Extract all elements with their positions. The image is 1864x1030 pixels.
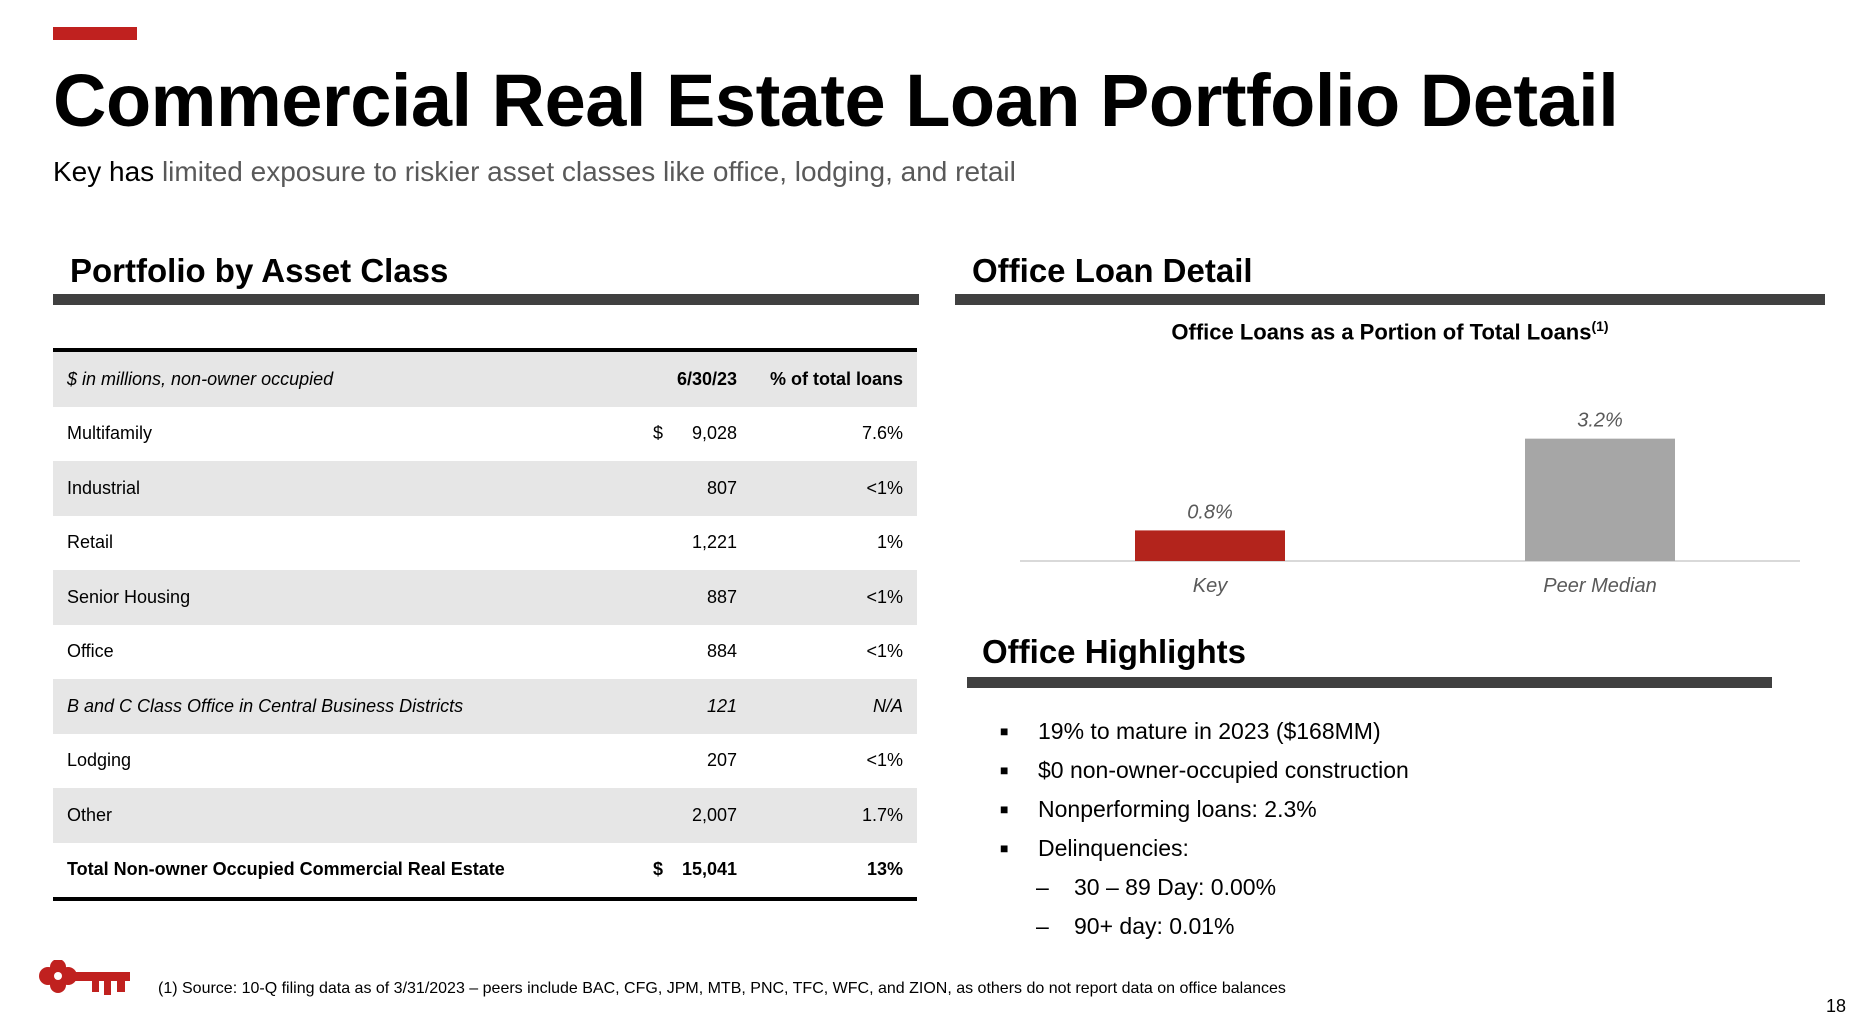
portfolio-heading-rule [53,294,919,305]
highlights-heading: Office Highlights [982,633,1246,670]
highlights-list: ■ 19% to mature in 2023 ($168MM) ■ $0 non-o… [1000,712,1409,946]
cell-pct: 1% [876,532,903,553]
cell-dollar [629,461,663,516]
cell-dollar [629,734,663,789]
cell-dollar [629,570,663,625]
cell-label: Office [67,641,114,662]
table-row: B and C Class Office in Central Business… [53,679,917,734]
highlight-text: $0 non-owner-occupied construction [1038,757,1409,783]
cell-value: 207 [706,750,737,771]
highlight-text: 19% to mature in 2023 ($168MM) [1038,718,1381,744]
cell-pct: <1% [751,461,917,516]
table-row: Retail 1,221 1% [53,516,917,571]
dash-bullet-icon: – [1036,913,1049,939]
cell-dollar [629,516,663,571]
highlight-item: ■ Delinquencies: [1000,829,1409,868]
cell-pct: 13% [866,859,903,880]
cell-label: Industrial [53,461,629,516]
highlight-item: –30 – 89 Day: 0.00% [1000,868,1409,907]
cell-value: 884 [706,641,737,662]
cell-pct: 7.6% [861,423,903,444]
cell-dollar [629,679,663,734]
accent-bar [53,27,137,40]
footnote: (1) Source: 10-Q filing data as of 3/31/… [158,980,1286,997]
category-label: Key [1193,575,1228,597]
subtitle-lead: Key has [53,156,155,187]
data-label: 3.2% [1577,410,1623,432]
square-bullet-icon: ■ [1000,723,1009,739]
data-label: 0.8% [1187,501,1233,523]
cell-value: 1,221 [691,532,737,553]
cell-value: 2,007 [663,788,751,843]
cell-label: Senior Housing [53,570,629,625]
key-logo-icon [39,960,130,995]
dash-bullet-icon: – [1036,874,1049,900]
portfolio-table: $ in millions, non-owner occupied 6/30/2… [53,348,917,901]
highlight-text: 90+ day: 0.01% [1074,913,1235,939]
square-bullet-icon: ■ [1000,840,1009,856]
bar-0 [1135,530,1285,561]
highlight-text: Delinquencies: [1038,835,1189,861]
table-row: Other 2,007 1.7% [53,788,917,843]
table-row: Total Non-owner Occupied Commercial Real… [53,843,917,900]
cell-pct: N/A [751,679,917,734]
column-header-label: $ in millions, non-owner occupied [53,350,629,407]
cell-pct: 1.7% [751,788,917,843]
page-number: 18 [1825,996,1846,1016]
table-row: Multifamily $9,028 7.6% [53,407,917,462]
category-label: Peer Median [1543,575,1656,597]
cell-value: 9,028 [691,423,737,444]
cell-label: B and C Class Office in Central Business… [53,679,629,734]
square-bullet-icon: ■ [1000,762,1009,778]
cell-dollar [629,625,663,680]
highlight-item: –90+ day: 0.01% [1000,907,1409,946]
cell-label: Lodging [67,750,132,771]
cell-label: Other [53,788,629,843]
cell-value: 15,041 [681,859,737,880]
chart-title: Office Loans as a Portion of Total Loans… [960,318,1820,345]
cell-value: 807 [663,461,751,516]
page-title: Commercial Real Estate Loan Portfolio De… [53,59,1619,142]
table-row: Senior Housing 887 <1% [53,570,917,625]
highlight-item: ■ $0 non-owner-occupied construction [1000,751,1409,790]
cell-dollar: $ [652,859,663,880]
cell-label: Multifamily [67,423,153,444]
cell-label: Retail [67,532,114,553]
cell-dollar: $ [652,423,663,444]
column-header-pct: % of total loans [751,350,917,407]
table-header-row: $ in millions, non-owner occupied 6/30/2… [53,350,917,407]
office-detail-heading-rule [955,294,1825,305]
cell-value: 121 [663,679,751,734]
portfolio-heading: Portfolio by Asset Class [70,252,449,289]
cell-dollar [629,788,663,843]
subtitle-rest: limited exposure to riskier asset classe… [154,156,1016,187]
office-detail-heading: Office Loan Detail [972,252,1253,289]
office-loans-bar-chart: 0.8% Key 3.2% Peer Median [1020,410,1800,597]
highlight-item: ■ Nonperforming loans: 2.3% [1000,790,1409,829]
bar-1 [1525,438,1675,561]
cell-label: Total Non-owner Occupied Commercial Real… [67,859,505,880]
chart-title-footnote-mark: (1) [1591,318,1609,334]
cell-value: 887 [663,570,751,625]
table-row: Office 884 <1% [53,625,917,680]
highlight-item: ■ 19% to mature in 2023 ($168MM) [1000,712,1409,751]
column-header-date: 6/30/23 [629,350,751,407]
cell-pct: <1% [751,570,917,625]
cell-pct: <1% [866,750,903,771]
table-row: Industrial 807 <1% [53,461,917,516]
chart-title-text: Office Loans as a Portion of Total Loans [1171,319,1592,345]
square-bullet-icon: ■ [1000,801,1009,817]
cell-pct: <1% [866,641,903,662]
page-subtitle: Key has limited exposure to riskier asse… [53,156,1016,188]
table-row: Lodging 207 <1% [53,734,917,789]
highlight-text: Nonperforming loans: 2.3% [1038,796,1317,822]
highlight-text: 30 – 89 Day: 0.00% [1074,874,1277,900]
highlights-heading-rule [967,677,1772,688]
